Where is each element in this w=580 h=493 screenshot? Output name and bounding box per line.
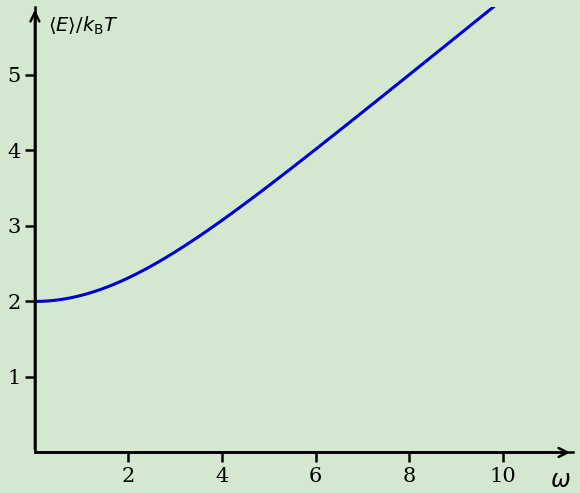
Text: $\omega$: $\omega$ <box>550 469 571 492</box>
Text: $\langle E\rangle/k_\mathrm{B}T$: $\langle E\rangle/k_\mathrm{B}T$ <box>48 14 118 37</box>
